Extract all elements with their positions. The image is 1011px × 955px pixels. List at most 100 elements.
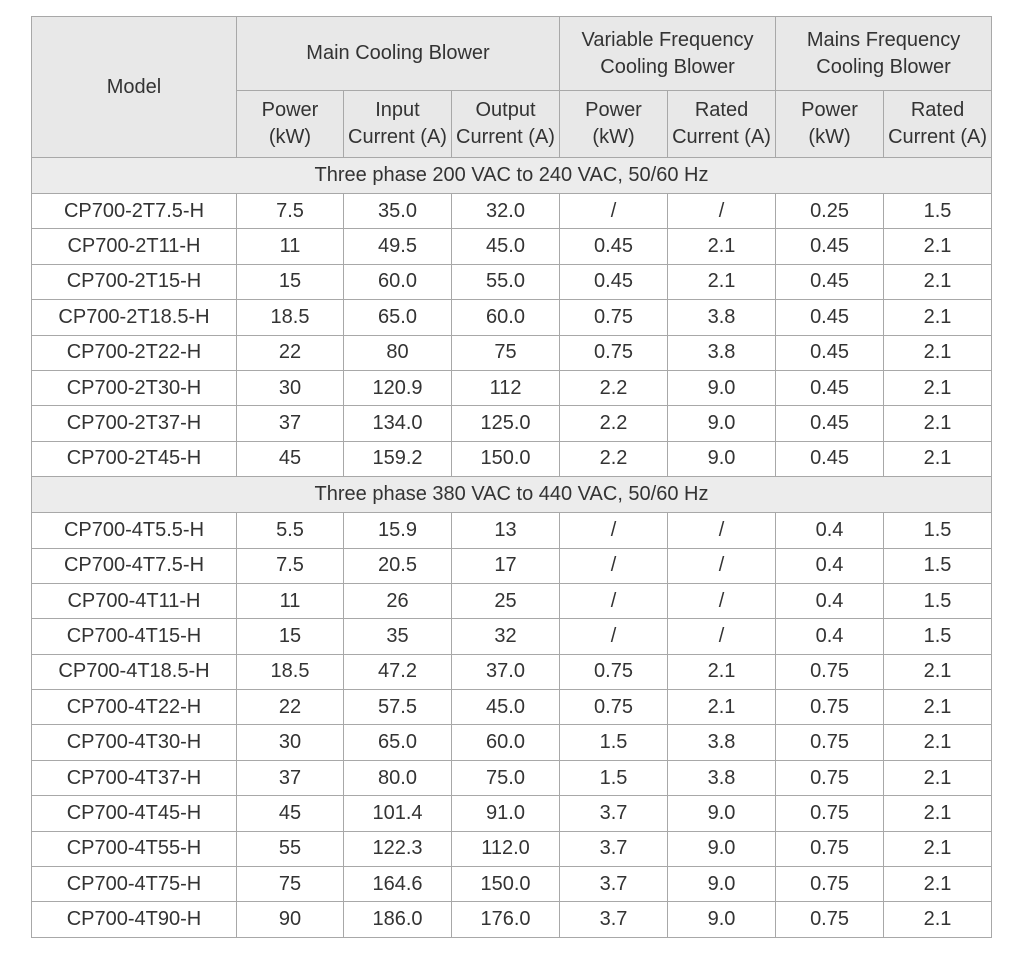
model-cell: CP700-4T90-H [31, 901, 237, 938]
value-cell: / [667, 547, 777, 584]
header-line: Current (A) [888, 126, 987, 148]
value-cell: 3.7 [559, 901, 669, 938]
value-cell: 49.5 [343, 228, 452, 265]
value-cell: 90 [236, 901, 344, 938]
header-line: Variable Frequency [581, 28, 754, 51]
value-cell: 2.2 [559, 440, 669, 478]
section-title: Three phase 200 VAC to 240 VAC, 50/60 Hz [30, 157, 993, 194]
value-cell: 22 [236, 334, 344, 371]
value-cell: 0.75 [775, 759, 885, 797]
spec-table: Model Main Cooling Blower Variable Freque… [30, 16, 993, 938]
value-cell: 0.25 [775, 192, 885, 230]
value-cell: 0.75 [559, 689, 669, 726]
value-cell: 0.45 [559, 263, 669, 301]
data-row: CP700-4T30-H 30 65.0 60.0 1.5 3.8 0.75 2.1 [31, 724, 993, 761]
data-row: CP700-4T5.5-H 5.5 15.9 13//0.4 1.5 [31, 512, 993, 549]
model-cell: CP700-4T18.5-H [31, 653, 237, 691]
value-cell: 7.5 [236, 547, 344, 584]
sub-header: Rated Current (A) [883, 90, 993, 158]
header-row: Power (kW) Input Current (A) Output Current (… [32, 90, 993, 158]
value-cell: 164.6 [343, 866, 452, 903]
value-cell: 2.1 [883, 653, 993, 691]
value-cell: 60.0 [343, 263, 452, 301]
data-row: CP700-2T11-H 11 49.5 45.0 0.45 2.1 0.45 2.1 [31, 228, 993, 265]
value-cell: 0.45 [775, 405, 885, 442]
value-cell: 2.1 [883, 369, 993, 407]
value-cell: 2.1 [883, 440, 993, 478]
header-line: Current (A) [456, 126, 555, 148]
section-row: Three phase 200 VAC to 240 VAC, 50/60 Hz [30, 157, 993, 194]
data-row: CP700-4T37-H 37 80.0 75.0 1.5 3.8 0.75 2.1 [31, 759, 993, 797]
value-cell: 55.0 [450, 263, 561, 301]
value-cell: 1.5 [883, 618, 993, 655]
value-cell: 11 [236, 582, 344, 620]
value-cell: 9.0 [667, 901, 777, 938]
data-row: CP700-2T37-H 37 134.0 125.0 2.2 9.0 0.45 2.1 [31, 405, 993, 442]
value-cell: 9.0 [667, 795, 777, 832]
value-cell: 0.45 [775, 228, 885, 265]
value-cell: 0.75 [775, 901, 885, 938]
value-cell: 1.5 [559, 724, 669, 761]
model-cell: CP700-4T75-H [31, 866, 237, 903]
value-cell: 9.0 [667, 440, 777, 478]
model-cell: CP700-2T30-H [31, 369, 237, 407]
value-cell: 75 [236, 866, 344, 903]
model-cell: CP700-2T37-H [31, 405, 237, 442]
value-cell: 2.1 [883, 901, 993, 938]
header-line: Cooling Blower [600, 55, 735, 78]
value-cell: 37 [236, 405, 344, 442]
table-body: Three phase 200 VAC to 240 VAC, 50/60 Hz… [30, 157, 993, 938]
value-cell: / [559, 618, 669, 655]
value-cell: 91.0 [450, 795, 561, 832]
value-cell: / [667, 192, 777, 230]
value-cell: 0.4 [775, 618, 885, 655]
value-cell: 2.2 [559, 405, 669, 442]
sub-header: Power (kW) [559, 90, 669, 158]
header-line: Mains Frequency [806, 28, 961, 51]
value-cell: 122.3 [343, 830, 452, 868]
header-line: (kW) [268, 126, 312, 148]
value-cell: 32 [450, 618, 561, 655]
value-cell: 120.9 [343, 369, 452, 407]
value-cell: 17 [450, 547, 561, 584]
value-cell: 75.0 [450, 759, 561, 797]
model-cell: CP700-4T55-H [31, 830, 237, 868]
value-cell: 125.0 [450, 405, 561, 442]
data-row: CP700-4T75-H 75 164.6 150.0 3.7 9.0 0.75 2.1 [31, 866, 993, 903]
value-cell: 0.45 [775, 299, 885, 336]
value-cell: 45 [236, 795, 344, 832]
value-cell: 45.0 [450, 228, 561, 265]
data-row: CP700-4T15-H 15 35 32//0.4 1.5 [31, 618, 993, 655]
data-row: CP700-4T18.5-H 18.5 47.2 37.0 0.75 2.1 0.75 2.1 [31, 653, 993, 691]
value-cell: / [559, 512, 669, 549]
sub-header: Rated Current (A) [667, 90, 777, 158]
header-line: Current (A) [672, 126, 771, 148]
value-cell: 0.75 [775, 830, 885, 868]
model-cell: CP700-4T7.5-H [31, 547, 237, 584]
value-cell: 2.1 [667, 228, 777, 265]
value-cell: 35.0 [343, 192, 452, 230]
value-cell: 45.0 [450, 689, 561, 726]
model-cell: CP700-2T22-H [31, 334, 237, 371]
data-row: CP700-2T7.5-H 7.5 35.0 32.0//0.25 1.5 [31, 192, 993, 230]
value-cell: 112 [450, 369, 561, 407]
value-cell: 176.0 [450, 901, 561, 938]
value-cell: / [559, 547, 669, 584]
value-cell: 37.0 [450, 653, 561, 691]
value-cell: 9.0 [667, 405, 777, 442]
model-cell: CP700-2T11-H [31, 228, 237, 265]
value-cell: 7.5 [236, 192, 344, 230]
value-cell: 3.8 [667, 759, 777, 797]
sub-header: Output Current (A) [450, 90, 561, 158]
value-cell: 80.0 [343, 759, 452, 797]
value-cell: 47.2 [343, 653, 452, 691]
header-line: Rated [694, 99, 749, 121]
value-cell: 15 [236, 618, 344, 655]
value-cell: 9.0 [667, 866, 777, 903]
value-cell: 0.4 [775, 547, 885, 584]
header-line: Power [585, 99, 642, 121]
value-cell: 45 [236, 440, 344, 478]
model-cell: CP700-2T18.5-H [31, 299, 237, 336]
model-cell: CP700-4T37-H [31, 759, 237, 797]
value-cell: 3.7 [559, 866, 669, 903]
